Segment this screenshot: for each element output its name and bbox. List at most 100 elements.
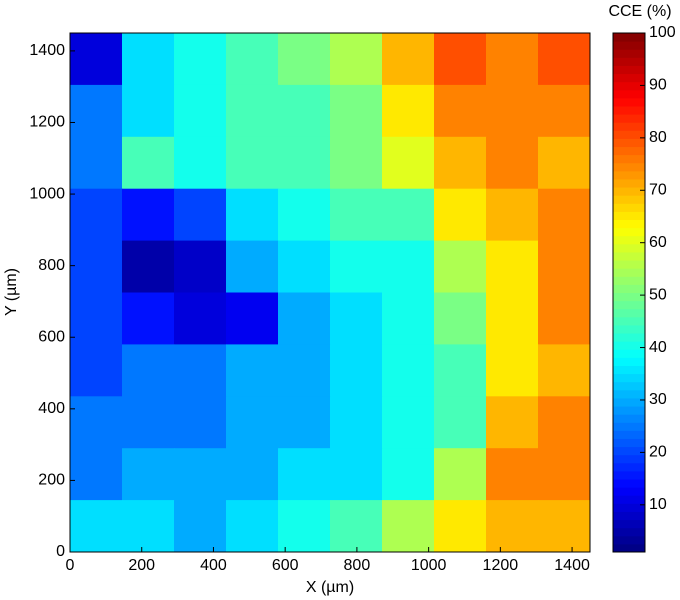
colorbar-segment [613,105,645,115]
heatmap-cell [382,344,435,397]
colorbar-segment [613,73,645,83]
colorbar-segment [613,57,645,66]
heatmap-cell [70,500,123,553]
x-tick-label: 800 [344,557,371,574]
colorbar-segment [613,195,645,204]
heatmap-cell [538,84,591,138]
colorbar-segment [613,154,645,164]
heatmap-cell [70,240,123,293]
x-tick-label: 1200 [483,557,519,574]
colorbar-segment [613,300,645,310]
colorbar-tick-label: 90 [649,77,667,94]
x-tick-label: 400 [200,557,227,574]
heatmap-cell [538,396,591,449]
heatmap-cell [226,500,279,553]
heatmap-cell [278,240,331,293]
y-tick-label: 600 [38,328,65,345]
heatmap-cell [434,188,487,242]
heatmap-cell [330,448,383,501]
heatmap-cell [278,188,331,242]
heatmap-cell [486,84,539,138]
colorbar-segment [613,324,645,334]
heatmap-cell [382,84,435,138]
heatmap-cell [226,33,279,86]
heatmap-cell [382,292,435,345]
heatmap-cell [122,240,175,293]
colorbar-segment [613,333,645,342]
colorbar-segment [613,292,645,302]
heatmap-cell [70,33,123,86]
heatmap-cell [174,188,227,242]
colorbar-segment [613,430,645,439]
heatmap-cell [226,448,279,501]
heatmap-cell [122,188,175,242]
colorbar-tick-label: 40 [649,339,667,356]
colorbar-segment [613,284,645,293]
heatmap-cell [434,396,487,449]
heatmap-cell [538,33,591,86]
heatmap-cell [278,292,331,345]
heatmap-cell [122,33,175,86]
y-tick-label: 1400 [29,42,65,59]
colorbar-segment [613,527,645,537]
colorbar-segment [613,130,645,139]
heatmap-cell [226,396,279,449]
heatmap-cell [70,188,123,242]
heatmap-cell [434,448,487,501]
heatmap-cell [226,136,279,190]
heatmap-cell [122,292,175,345]
heatmap-cell [70,292,123,345]
heatmap-cell [174,240,227,293]
colorbar-segment [613,406,645,415]
colorbar-segment [613,535,645,545]
colorbar-segment [613,316,645,326]
heatmap-cell [174,33,227,86]
heatmap-cell [330,500,383,553]
colorbar-segment [613,251,645,261]
colorbar-segment [613,462,645,472]
colorbar-frame [612,32,646,553]
colorbar-segment [613,365,645,375]
heatmap-cell [382,240,435,293]
colorbar-segment [613,203,645,212]
x-tick-label: 1400 [554,557,590,574]
heatmap-cell [434,500,487,553]
heatmap-cell [226,344,279,397]
colorbar-segment [613,373,645,383]
heatmap-cell [538,448,591,501]
heatmap-cell [330,33,383,86]
colorbar-segment [613,65,645,75]
heatmap-cell [70,344,123,397]
colorbar-tick-label: 100 [649,24,676,41]
colorbar-segment [613,219,645,229]
colorbar-segment [613,511,645,521]
heatmap-cell [486,292,539,345]
heatmap-cell [278,344,331,397]
x-tick-label: 0 [66,557,75,574]
colorbar-segment [613,114,645,123]
colorbar-segment [613,519,645,529]
heatmap-cell [278,33,331,86]
heatmap-cell [330,84,383,138]
colorbar-segment [613,495,645,504]
colorbar-segment [613,260,645,269]
colorbar-segment [613,81,645,91]
colorbar-segment [613,178,645,188]
heatmap-cell [538,136,591,190]
heatmap-cell [382,500,435,553]
heatmap-cell [122,136,175,190]
colorbar-segment [613,446,645,456]
colorbar-tick-label: 30 [649,391,667,408]
heatmap-cell [538,292,591,345]
colorbar-segment [613,422,645,431]
colorbar-segment [613,503,645,512]
colorbar-tick-label: 50 [649,286,667,303]
heatmap-cell [174,344,227,397]
heatmap-cell [434,33,487,86]
heatmap-cell [330,188,383,242]
colorbar-tick-label: 70 [649,181,667,198]
heatmap-cell [486,33,539,86]
colorbar-segment [613,470,645,480]
heatmap-cell [174,396,227,449]
colorbar-segment [613,33,645,42]
